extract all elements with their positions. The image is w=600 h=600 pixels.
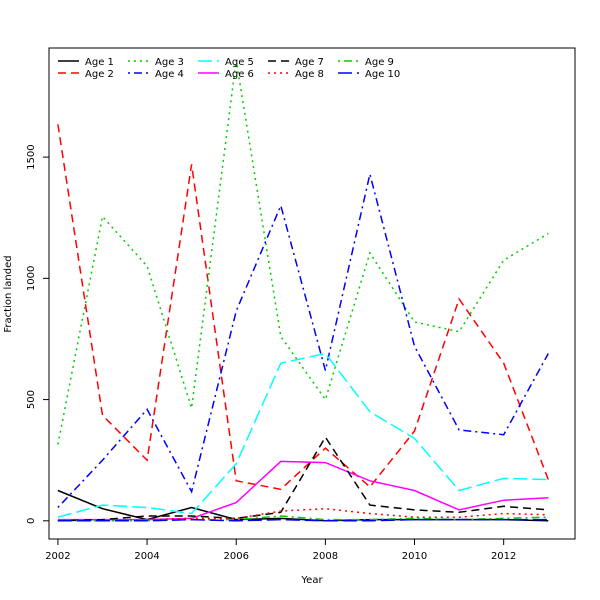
x-axis: 2002 2004 2006 2008 2010 2012 [45,539,516,562]
legend-label-10: Age 10 [365,69,400,80]
x-tick-label: 2002 [45,551,70,562]
series-line-8 [57,507,549,522]
x-tick-label: 2006 [223,551,248,562]
legend-label-7: Age 7 [295,57,324,68]
legend-label-1: Age 1 [85,57,114,68]
y-tick-label: 0 [26,518,37,524]
legend-label-2: Age 2 [85,69,114,80]
y-tick-label: 1000 [26,266,37,291]
series-line-4 [57,173,549,509]
legend-label-4: Age 4 [155,69,184,80]
series-line-10 [57,518,549,522]
legend-label-6: Age 6 [225,69,254,80]
series-line-1 [57,489,549,522]
x-tick-label: 2012 [491,551,516,562]
series-line-3 [57,59,549,445]
y-tick-label: 500 [26,390,37,409]
series-line-6 [57,460,549,521]
y-tick-label: 1500 [26,144,37,169]
series-layer [57,59,550,522]
series-line-5 [57,352,549,518]
x-tick-label: 2010 [402,551,427,562]
series-line-2 [57,124,550,491]
legend-label-9: Age 9 [365,57,394,68]
x-tick-label: 2008 [313,551,338,562]
x-axis-label: Year [300,575,323,586]
x-tick-label: 2004 [134,551,159,562]
plot-frame [48,47,576,540]
legend-label-3: Age 3 [155,57,184,68]
legend-label-8: Age 8 [295,69,324,80]
y-axis-label: Fraction landed [3,255,14,332]
y-axis: 0 500 1000 1500 [26,144,49,524]
legend-label-5: Age 5 [225,57,254,68]
series-line-7 [57,435,549,522]
